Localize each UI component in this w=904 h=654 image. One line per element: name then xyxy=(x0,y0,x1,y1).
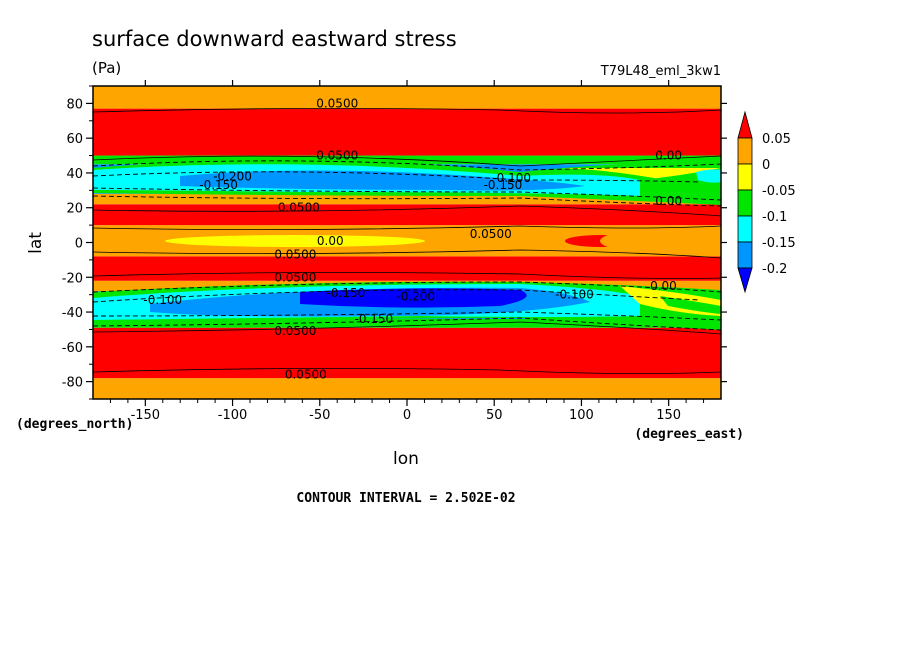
x-tick-label: -50 xyxy=(309,408,330,423)
y-tick-label: 60 xyxy=(66,132,83,147)
run-label: T79L48_eml_3kw1 xyxy=(600,64,721,79)
contour-label: 0.0500 xyxy=(285,368,327,382)
colorbar-bottom-arrow xyxy=(737,267,753,294)
colorbar-label: 0.05 xyxy=(762,132,791,147)
contour-line-north-3 xyxy=(93,205,721,217)
zonal-band-5 xyxy=(93,256,721,281)
neg-contour-sh-3 xyxy=(93,311,721,321)
contour-lines xyxy=(93,108,721,374)
y-tick-label: 80 xyxy=(66,97,83,112)
y-tick-label: -80 xyxy=(62,376,83,391)
contour-label: -0.100 xyxy=(555,288,594,302)
zonal-band-7 xyxy=(93,204,721,226)
y-tick-label: 40 xyxy=(66,167,83,182)
neg-contour-sh-4 xyxy=(93,317,721,331)
units-label: (Pa) xyxy=(92,59,121,77)
y-units-label: (degrees_north) xyxy=(16,417,133,432)
x-axis-label: lon xyxy=(393,449,419,469)
y-tick-label: -20 xyxy=(62,271,83,286)
y-tick-label: 0 xyxy=(75,237,83,252)
equatorial-east-orange-patch xyxy=(600,229,720,253)
colorbar-label: 0 xyxy=(762,158,770,173)
neg-contour-nh-1 xyxy=(93,160,721,171)
contour-line-eq-1 xyxy=(93,225,721,230)
colorbar-label: -0.15 xyxy=(762,236,796,251)
contour-label: 0.0500 xyxy=(316,96,358,110)
x-axis: -150 -100 -50 0 50 100 150 xyxy=(109,80,705,423)
contour-label: 0.0500 xyxy=(274,248,316,262)
equatorial-yellow-patch xyxy=(165,235,425,247)
negative-contour-lines xyxy=(93,160,721,331)
x-units-label: (degrees_east) xyxy=(634,427,744,442)
contour-line-south-1 xyxy=(93,272,721,279)
x-tick-label: 50 xyxy=(486,408,503,423)
y-axis: 80 60 40 20 0 -20 -40 -60 -80 xyxy=(62,85,727,400)
zonal-band-1 xyxy=(93,327,721,379)
zonal-band-12 xyxy=(93,86,721,109)
contour-label: 0.0500 xyxy=(274,324,316,338)
x-tick-label: -150 xyxy=(131,408,161,423)
contour-label: 0.0500 xyxy=(278,201,320,215)
contour-label: 0.00 xyxy=(655,194,682,208)
colorbar-swatch xyxy=(737,137,753,165)
contour-label: -0.200 xyxy=(396,289,435,303)
zonal-band-0 xyxy=(93,378,721,399)
colorbar-label: -0.05 xyxy=(762,184,796,199)
chart-title: surface downward eastward stress xyxy=(92,27,457,51)
x-tick-label: 150 xyxy=(656,408,681,423)
contour-line-north-1 xyxy=(93,108,721,114)
colorbar-swatch xyxy=(737,241,753,269)
colorbar-label: -0.1 xyxy=(762,210,787,225)
neg-contour-nh-4 xyxy=(93,195,721,207)
contour-label: 0.0500 xyxy=(470,227,512,241)
contour-line-eq-2 xyxy=(93,249,721,259)
contour-label: -0.200 xyxy=(213,169,252,183)
nh-blue-core xyxy=(180,170,585,191)
sh-green-east xyxy=(660,296,721,314)
x-tick-label: 0 xyxy=(403,408,411,423)
y-tick-label: -60 xyxy=(62,341,83,356)
zonal-band-10 xyxy=(93,155,721,165)
contour-label: 0.00 xyxy=(317,234,344,248)
contour-label: -0.150 xyxy=(199,178,238,192)
neg-contour-nh-2 xyxy=(93,171,701,183)
nh-cyan-east xyxy=(696,169,721,183)
y-tick-label: -40 xyxy=(62,306,83,321)
colorbar-swatch xyxy=(737,215,753,243)
sh-deep-blue-core xyxy=(300,288,527,308)
y-axis-label: lat xyxy=(26,232,46,254)
contour-label: -0.150 xyxy=(355,312,394,326)
colorbar-top-arrow xyxy=(737,110,753,139)
contour-label: 0.00 xyxy=(655,149,682,163)
contour-interval-note: CONTOUR INTERVAL = 2.502E-02 xyxy=(296,491,515,506)
colorbar-swatch xyxy=(737,163,753,191)
colorbar-swatch xyxy=(737,189,753,217)
contour-label: -0.150 xyxy=(484,178,523,192)
neg-contour-sh-1 xyxy=(93,281,721,293)
contour-label: -0.100 xyxy=(143,293,182,307)
contour-line-north-2 xyxy=(93,155,721,167)
neg-contour-nh-3 xyxy=(93,187,721,201)
contour-label: -0.150 xyxy=(327,286,366,300)
contour-label: 0.0500 xyxy=(274,270,316,284)
plot-detail-shapes xyxy=(93,159,721,330)
contour-line-south-3 xyxy=(93,368,721,374)
x-tick-label: -100 xyxy=(218,408,248,423)
colorbar: 0.05 0 -0.05 -0.1 -0.15 -0.2 xyxy=(737,110,796,294)
contour-label: -0.100 xyxy=(492,171,531,185)
contour-label: 0.0500 xyxy=(316,149,358,163)
contour-line-south-2 xyxy=(93,321,721,335)
x-tick-label: 100 xyxy=(569,408,594,423)
zonal-band-11 xyxy=(93,108,721,156)
colorbar-label: -0.2 xyxy=(762,262,787,277)
zonal-band-2 xyxy=(93,319,721,328)
y-tick-label: 20 xyxy=(66,202,83,217)
contour-label: 0.00 xyxy=(650,279,677,293)
